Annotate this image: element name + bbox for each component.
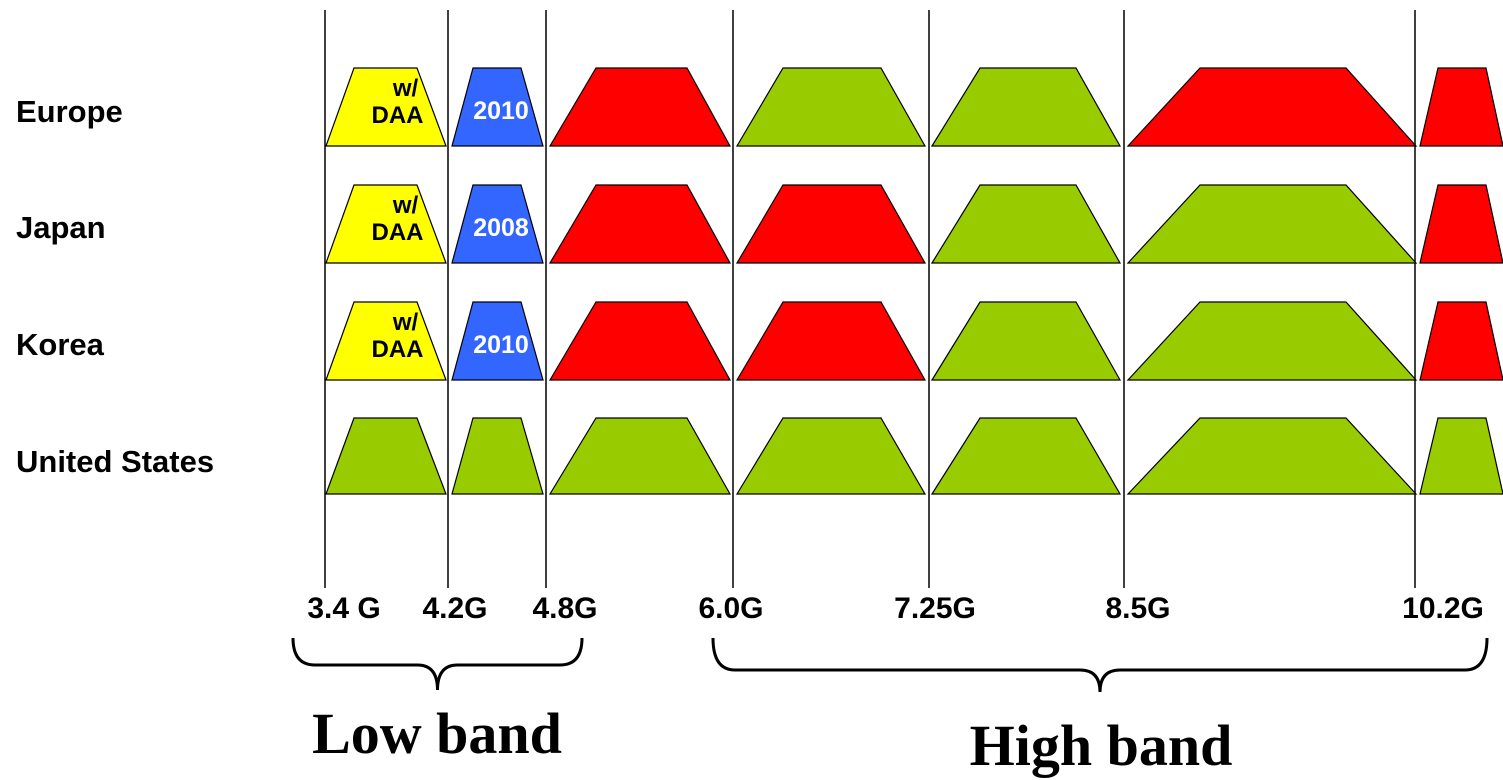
spectrum-block-korea-4 xyxy=(930,301,1122,381)
freq-label-4-8g: 4.8G xyxy=(532,592,598,625)
spectrum-block-united-states-3 xyxy=(735,417,927,495)
spectrum-block-united-states-0 xyxy=(325,417,447,495)
region-label-united-states: United States xyxy=(16,444,215,479)
freq-label-10-2g: 10.2G xyxy=(1402,592,1484,625)
band-brace xyxy=(711,637,1489,693)
spectrum-block-korea-5 xyxy=(1126,301,1418,381)
spectrum-block-europe-6 xyxy=(1419,67,1503,147)
spectrum-block-japan-5 xyxy=(1126,184,1418,264)
block-annotation-text: w/ xyxy=(392,75,419,102)
region-label-europe: Europe xyxy=(16,94,123,129)
high-band-label: High band xyxy=(969,713,1233,778)
frequency-grid-lines xyxy=(324,10,1416,588)
spectrum-block-united-states-1 xyxy=(451,417,544,495)
spectrum-block-korea-1 xyxy=(451,301,544,381)
spectrum-block-united-states-6 xyxy=(1419,417,1503,495)
spectrum-block-europe-3 xyxy=(735,67,927,147)
spectrum-block-japan-3 xyxy=(735,184,927,264)
spectrum-block-japan-2 xyxy=(548,184,732,264)
spectrum-block-japan-4 xyxy=(930,184,1122,264)
block-annotation-text: w/ xyxy=(392,309,419,336)
block-annotation-text: 2010 xyxy=(473,97,529,125)
block-annotation-text: DAA xyxy=(372,336,424,363)
spectrum-block-korea-3 xyxy=(735,301,927,381)
block-annotation-text: 2008 xyxy=(473,214,529,242)
spectrum-block-japan-6 xyxy=(1419,184,1503,264)
block-annotation-text: DAA xyxy=(372,102,424,129)
spectrum-block-europe-5 xyxy=(1126,67,1418,147)
spectrum-block-united-states-4 xyxy=(930,417,1122,495)
band-brace xyxy=(291,637,584,691)
spectrum-block-japan-0 xyxy=(325,184,447,264)
spectrum-block-europe-4 xyxy=(930,67,1122,147)
spectrum-block-europe-1 xyxy=(451,67,544,147)
spectrum-block-europe-2 xyxy=(548,67,732,147)
spectrum-blocks: w/DAA 2010 w/DAA 2008 w/DAA 2010 xyxy=(325,67,1503,495)
region-label-japan: Japan xyxy=(16,210,106,245)
spectrum-block-korea-6 xyxy=(1419,301,1503,381)
low-band-label: Low band xyxy=(312,701,562,766)
spectrum-block-korea-2 xyxy=(548,301,732,381)
spectrum-block-united-states-5 xyxy=(1126,417,1418,495)
spectrum-block-japan-1 xyxy=(451,184,544,264)
spectrum-block-korea-0 xyxy=(325,301,447,381)
freq-label-7-25g: 7.25G xyxy=(894,592,976,625)
spectrum-block-europe-0 xyxy=(325,67,447,147)
block-annotation-text: w/ xyxy=(392,192,419,219)
freq-label-6-0g: 6.0G xyxy=(698,592,764,625)
spectrum-block-united-states-2 xyxy=(548,417,732,495)
band-braces xyxy=(291,637,1489,693)
block-annotation-text: DAA xyxy=(372,219,424,246)
freq-label-4-2g: 4.2G xyxy=(422,592,488,625)
freq-label-3-4g: 3.4 G xyxy=(307,592,381,625)
region-label-korea: Korea xyxy=(16,327,104,362)
block-annotation-text: 2010 xyxy=(473,331,529,359)
freq-label-8-5g: 8.5G xyxy=(1105,592,1171,625)
